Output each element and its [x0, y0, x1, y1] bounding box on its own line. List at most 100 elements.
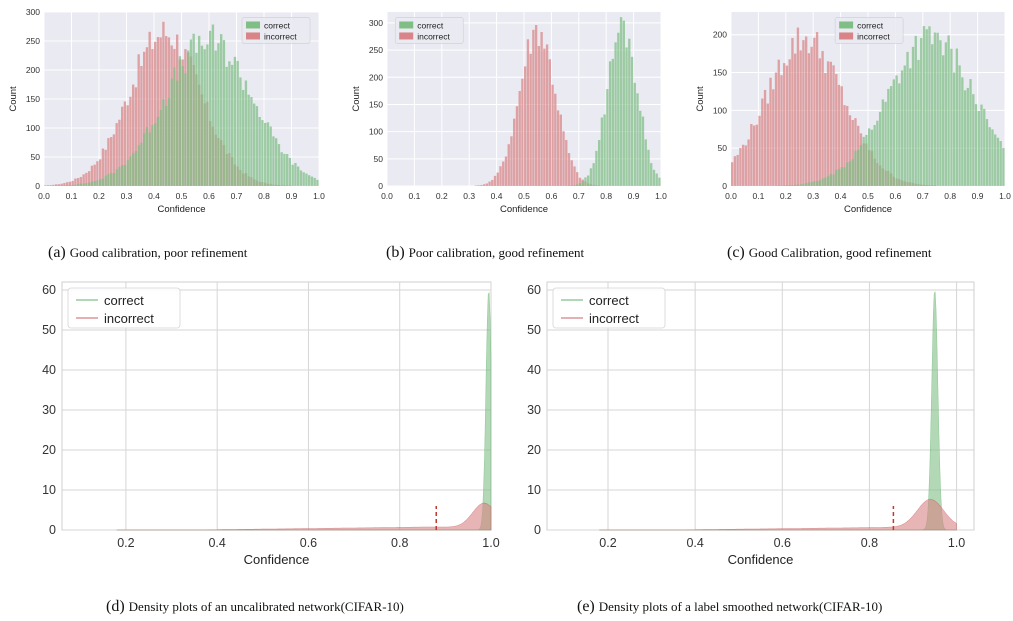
- hist-bar: [77, 184, 80, 186]
- hist-bar: [744, 145, 748, 186]
- hist-bar: [261, 120, 264, 186]
- hist-bar: [554, 93, 557, 186]
- hist-bar: [107, 174, 110, 186]
- hist-bar: [576, 184, 579, 186]
- hist-bar: [999, 141, 1002, 186]
- hist-bar: [156, 37, 160, 186]
- y-tick-label: 100: [26, 123, 40, 133]
- hist-bar: [739, 147, 742, 186]
- y-tick-label: 0: [722, 181, 727, 191]
- x-tick-label: 1.0: [313, 191, 325, 201]
- y-tick-label: 50: [527, 323, 541, 337]
- hist-bar: [573, 185, 576, 186]
- histogram-chart-1: 0.0 0.1 0.2 0.3 0.4 0.5 0.6 0.7 0.8 0.9 1.0 0 50 100 1…: [351, 12, 667, 215]
- caption-c-label: (c): [727, 244, 745, 261]
- hist-bar: [895, 75, 898, 186]
- density-chart-0: 0.2 0.4 0.6 0.8 1.0 0 10 20 30 40 50 60 Confidence co…: [42, 281, 500, 567]
- y-tick-label: 50: [374, 154, 384, 164]
- hist-bar: [928, 26, 931, 186]
- caption-b-text: Poor calibration, good refinement: [408, 245, 585, 260]
- x-tick-label: 0.9: [628, 191, 640, 201]
- x-tick-label: 0.3: [121, 191, 133, 201]
- hist-bar: [628, 38, 631, 186]
- hist-bar: [614, 42, 617, 186]
- hist-bar: [143, 51, 146, 187]
- x-tick-label: 0.1: [752, 191, 764, 201]
- hist-bar: [93, 180, 96, 186]
- hist-bar: [313, 177, 316, 186]
- hist-bar: [55, 184, 58, 186]
- hist-bar: [906, 51, 909, 186]
- hist-bar: [619, 17, 623, 187]
- hist-bar: [258, 116, 261, 186]
- hist-bar: [865, 134, 868, 186]
- hist-bar: [90, 165, 94, 186]
- y-tick-label: 60: [527, 283, 541, 297]
- hist-bar: [302, 172, 305, 186]
- hist-bar: [145, 127, 149, 186]
- hist-bar: [578, 177, 582, 186]
- hist-bar: [66, 182, 69, 186]
- hist-bar: [126, 105, 129, 186]
- hist-bar: [914, 35, 917, 186]
- hist-bar: [788, 59, 791, 186]
- hist-bar: [521, 78, 524, 186]
- legend-swatch-correct: [399, 21, 414, 29]
- y-tick-label: 10: [527, 483, 541, 497]
- hist-bar: [641, 116, 645, 186]
- hist-bar: [118, 119, 121, 186]
- hist-bar: [832, 65, 835, 186]
- hist-bar: [658, 177, 661, 186]
- x-tick-label: 0.0: [38, 191, 50, 201]
- hist-bar: [752, 125, 756, 186]
- hist-bar: [253, 103, 256, 186]
- hist-bar: [870, 129, 874, 186]
- hist-bar: [848, 115, 852, 186]
- x-axis-label: Confidence: [844, 204, 892, 215]
- y-tick-label: 300: [369, 18, 383, 28]
- hist-bar: [104, 149, 107, 186]
- hist-bar: [107, 138, 110, 186]
- hist-bar: [510, 136, 513, 186]
- legend-swatch-correct: [246, 21, 260, 29]
- hist-bar: [578, 183, 582, 186]
- x-tick-label: 0.8: [258, 191, 270, 201]
- hist-bar: [755, 124, 758, 186]
- hist-bar: [74, 178, 77, 186]
- hist-bar: [606, 89, 609, 186]
- legend-swatch-incorrect: [839, 32, 854, 40]
- x-tick-label: 0.4: [208, 536, 225, 550]
- x-tick-label: 0.2: [93, 191, 105, 201]
- hist-bar: [496, 172, 499, 186]
- hist-bar: [206, 44, 209, 186]
- hist-bar: [630, 56, 634, 187]
- hist-bar: [807, 53, 811, 186]
- hist-bar: [766, 103, 769, 186]
- x-tick-label: 0.6: [889, 191, 901, 201]
- hist-bar: [236, 60, 239, 186]
- hist-bar: [132, 153, 135, 186]
- hist-bar: [761, 98, 764, 186]
- hist-bar: [134, 151, 138, 186]
- hist-bar: [947, 35, 950, 187]
- hist-bar: [736, 154, 739, 186]
- hist-bar: [513, 118, 516, 186]
- x-tick-label: 1.0: [999, 191, 1011, 201]
- hist-bar: [118, 166, 121, 186]
- hist-bar: [269, 126, 272, 186]
- y-tick-label: 300: [26, 7, 40, 17]
- hist-bar: [622, 20, 625, 187]
- x-tick-label: 0.2: [780, 191, 792, 201]
- hist-bar: [297, 166, 300, 186]
- hist-bar: [821, 178, 824, 186]
- hist-bar: [972, 94, 975, 186]
- hist-bar: [477, 185, 480, 186]
- hist-bar: [810, 182, 813, 186]
- y-tick-label: 20: [527, 443, 541, 457]
- caption-a: (a) Good calibration, poor refinement: [48, 244, 247, 262]
- hist-bar: [79, 176, 83, 186]
- hist-bar: [217, 43, 220, 187]
- hist-bar: [565, 139, 568, 186]
- x-tick-label: 0.7: [231, 191, 243, 201]
- y-tick-label: 30: [527, 403, 541, 417]
